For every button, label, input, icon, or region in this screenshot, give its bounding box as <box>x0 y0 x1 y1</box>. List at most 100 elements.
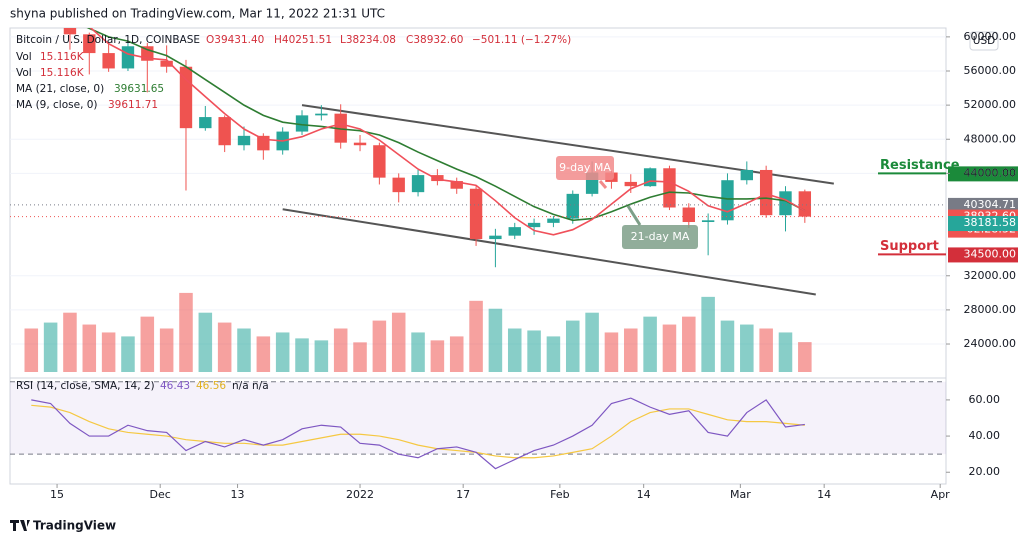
vol-label-2: Vol <box>16 67 32 79</box>
volume-bar <box>198 312 213 372</box>
brand-name: TradingView <box>33 519 116 533</box>
candle-body <box>334 113 347 143</box>
candle-body <box>682 207 695 223</box>
currency[interactable]: USD <box>973 35 995 47</box>
candle-body <box>392 177 405 193</box>
level-marker <box>948 166 1018 182</box>
annotation-box <box>556 156 614 180</box>
volume-bar <box>662 324 677 372</box>
y-tick-label: 56000.00 <box>964 64 1017 77</box>
candle-body <box>353 142 367 146</box>
rsi-value: 46.43 <box>160 380 190 392</box>
x-tick-label: Feb <box>550 488 569 501</box>
rsi-y-tick-label: 20.00 <box>969 465 1001 478</box>
ohlc-change: −501.11 (−1.27%) <box>472 34 571 46</box>
volume-bar <box>121 336 135 372</box>
y-tick-label: 60000.00 <box>964 30 1017 43</box>
annotation-box <box>622 225 698 249</box>
channel-line <box>282 208 816 296</box>
x-tick-label: 14 <box>817 488 831 501</box>
candle-body <box>63 28 77 35</box>
y-tick-label: 48000.00 <box>964 132 1017 145</box>
candle-body <box>373 145 386 178</box>
candle-body <box>798 191 812 217</box>
volume-bar <box>411 332 425 372</box>
volume-bar <box>740 324 754 372</box>
rsi-na-2: n/a <box>252 380 269 392</box>
currency-box[interactable] <box>969 31 999 51</box>
level-name: Support <box>880 239 939 254</box>
ma21-value: 39631.65 <box>114 83 164 95</box>
ohlc-high: H40251.51 <box>274 34 332 46</box>
vol-label: Vol <box>16 51 32 63</box>
x-tick-label: 2022 <box>346 488 374 501</box>
volume-bar <box>643 316 657 372</box>
price-marker <box>948 216 1018 232</box>
candle-body <box>237 135 251 146</box>
volume-bar <box>179 292 193 372</box>
ma9-label: MA (9, close, 0) <box>16 99 98 111</box>
volume-bar <box>63 312 77 372</box>
legend: Bitcoin / U.S. Dollar, 1D, COINBASE O394… <box>16 34 571 392</box>
volume-bar <box>488 308 503 372</box>
candle-body <box>489 235 502 240</box>
level-marker <box>948 247 1018 263</box>
rsi-sma-value: 46.56 <box>196 380 226 392</box>
candle-body <box>257 135 270 151</box>
ma9-value: 39611.71 <box>108 99 158 111</box>
volume-bar <box>546 336 561 372</box>
volume-bar <box>217 322 232 372</box>
ma21-label: MA (21, close, 0) <box>16 83 104 95</box>
volume-bar <box>720 320 735 372</box>
volume-bar <box>256 336 271 372</box>
candle-body <box>469 188 483 240</box>
ohlc-close: C38932.60 <box>406 34 463 46</box>
ma-line <box>89 28 806 236</box>
price-marker-label: 40304.71 <box>964 198 1017 211</box>
candle-body <box>160 60 173 67</box>
volume-bar <box>604 332 619 372</box>
volume-bar <box>140 316 155 372</box>
price-marker <box>948 197 1018 213</box>
candle-body <box>450 181 463 189</box>
annotation: 9-day MA <box>559 161 611 174</box>
volume-bar <box>372 320 387 372</box>
candle-body <box>624 181 637 187</box>
rsi-pane <box>10 381 946 470</box>
volume-bar <box>159 328 174 372</box>
candle-body <box>431 175 444 182</box>
volume-bar <box>449 336 464 372</box>
ohlc-low: L38234.08 <box>340 34 396 46</box>
volume-bar <box>585 312 599 372</box>
candle-body <box>121 46 135 69</box>
ohlc-open: O39431.40 <box>206 34 264 46</box>
volume-bar <box>624 328 638 372</box>
candle-body <box>779 191 792 216</box>
volume-bar <box>43 322 58 372</box>
rsi-na: n/a <box>232 380 249 392</box>
volume-bar <box>391 312 406 372</box>
volume-bar <box>353 342 367 372</box>
candle-body <box>547 218 560 223</box>
candle-body <box>295 115 309 132</box>
candle-body <box>527 222 541 228</box>
ma-line <box>86 28 806 222</box>
volume-bar <box>682 316 696 372</box>
candle-body <box>566 193 579 219</box>
candle-body <box>663 168 676 208</box>
candle-body <box>218 117 231 146</box>
candle-body <box>508 227 521 236</box>
volume-bar <box>759 328 773 372</box>
brand-logo <box>10 520 30 531</box>
annotation-pointer <box>626 205 642 226</box>
level-label: 44000.00 <box>964 166 1017 179</box>
vol-value-2: 15.116K <box>40 67 85 79</box>
candle-body <box>701 220 715 223</box>
volume-bar <box>314 340 329 372</box>
volume-bar <box>430 340 445 372</box>
volume-bar <box>82 324 97 372</box>
volume-bar <box>24 328 39 372</box>
candle-body <box>740 169 753 181</box>
volume-bar <box>469 300 483 372</box>
